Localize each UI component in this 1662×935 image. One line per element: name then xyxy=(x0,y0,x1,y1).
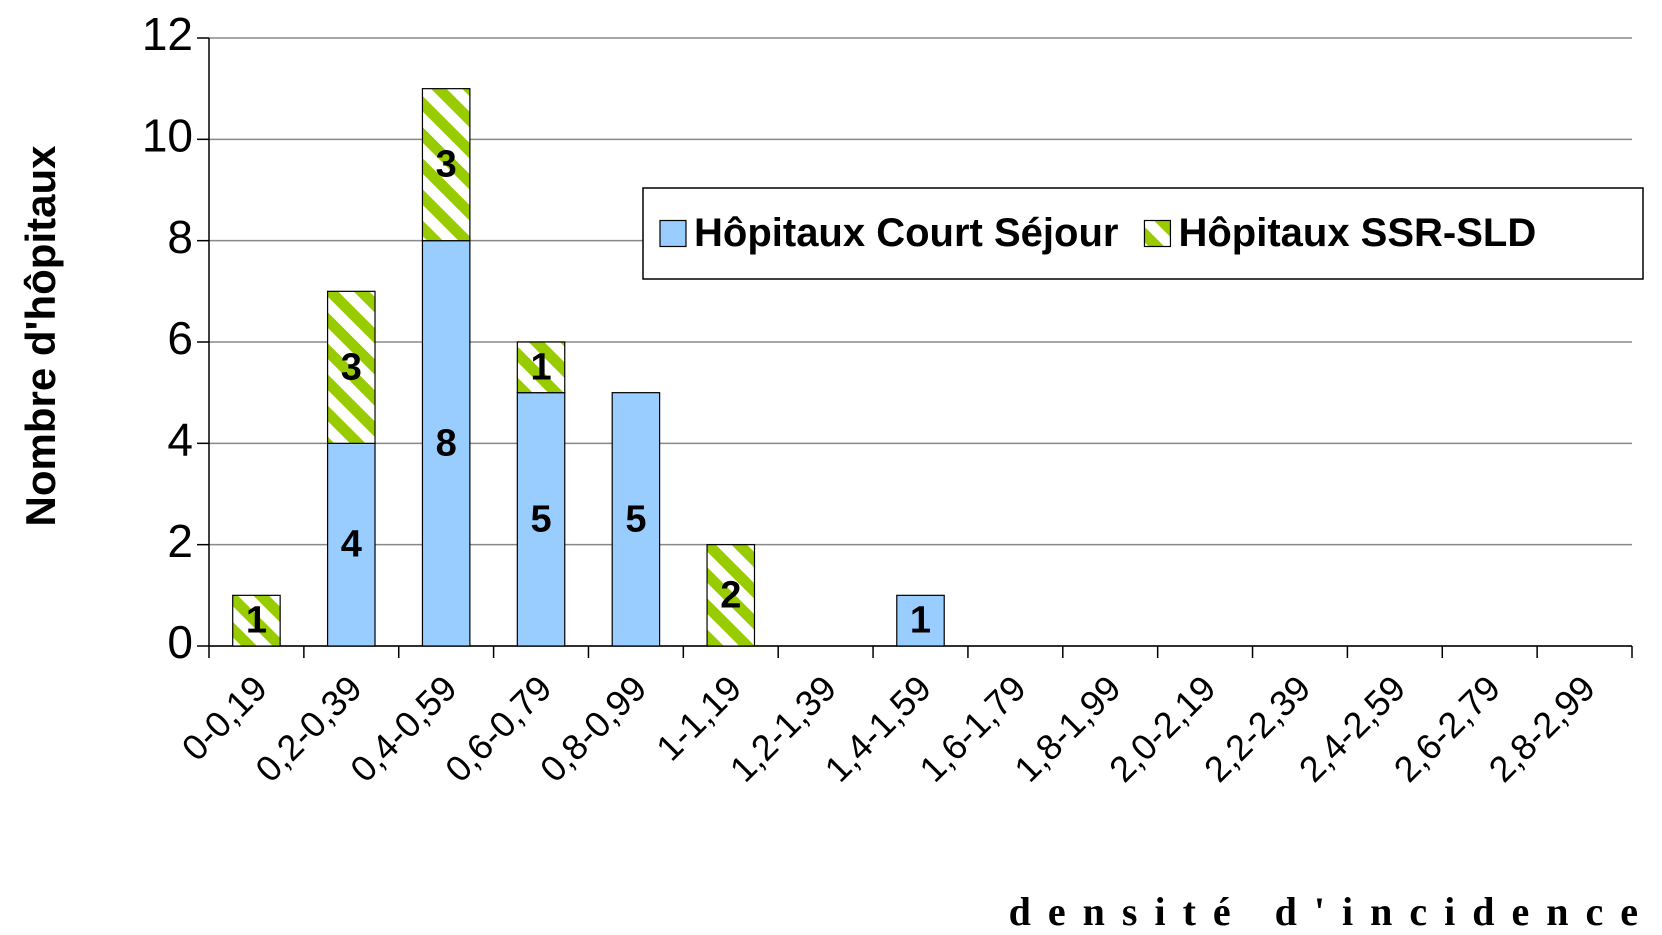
bar-segment xyxy=(611,392,661,647)
y-tick-label: 0 xyxy=(167,616,193,668)
x-tick-label: 0,2-0,39 xyxy=(247,667,369,789)
y-tick-label: 10 xyxy=(142,109,193,161)
legend-box xyxy=(642,187,1644,280)
bar-segment xyxy=(326,442,376,647)
x-tick-label: 1,8-1,99 xyxy=(1006,667,1128,789)
y-tick-label: 2 xyxy=(167,515,193,567)
legend-label: Hôpitaux SSR-SLD xyxy=(1178,211,1536,255)
y-tick-label: 6 xyxy=(167,312,193,364)
x-tick-label: 2,2-2,39 xyxy=(1196,667,1318,789)
x-axis-label: densité d'incidence xyxy=(1009,889,1655,934)
data-label: 4 xyxy=(341,524,362,566)
data-label: 5 xyxy=(530,498,551,540)
x-tick-label: 2,6-2,79 xyxy=(1386,667,1508,789)
y-tick-label: 4 xyxy=(167,413,193,465)
data-label: 8 xyxy=(436,422,457,464)
bar-segment xyxy=(232,594,281,647)
legend-swatch xyxy=(1143,219,1172,248)
bar-segment xyxy=(706,544,756,647)
x-tick-label: 2,4-2,59 xyxy=(1291,667,1413,789)
y-tick-label: 12 xyxy=(142,8,193,60)
data-label: 3 xyxy=(436,144,457,186)
data-label: 1 xyxy=(246,600,267,642)
x-tick-label: 2,8-2,99 xyxy=(1481,667,1603,789)
x-tick-label: 0,4-0,59 xyxy=(342,667,464,789)
y-axis-label: Nombre d'hôpitaux xyxy=(17,145,64,527)
x-tick-label: 1,6-1,79 xyxy=(911,667,1033,789)
data-label: 3 xyxy=(341,346,362,388)
bar-segment xyxy=(421,240,471,647)
x-tick-label: 1,4-1,59 xyxy=(816,667,938,789)
x-tick-label: 0,6-0,79 xyxy=(437,667,559,789)
bar-segment xyxy=(896,594,945,647)
legend-swatch xyxy=(659,219,687,248)
bar-segment xyxy=(516,341,566,394)
legend-label: Hôpitaux Court Séjour xyxy=(694,211,1118,255)
bar-segment xyxy=(326,290,376,444)
data-label: 1 xyxy=(910,600,931,642)
bar-segment xyxy=(516,392,566,647)
x-tick-label: 2,0-2,19 xyxy=(1101,667,1223,789)
data-label: 2 xyxy=(720,574,741,616)
y-tick-label: 8 xyxy=(167,211,193,263)
x-tick-label: 1,2-1,39 xyxy=(722,667,844,789)
x-tick-label: 0,8-0,99 xyxy=(532,667,654,789)
data-label: 1 xyxy=(530,346,551,388)
bar-segment xyxy=(421,88,471,242)
data-label: 5 xyxy=(625,498,646,540)
